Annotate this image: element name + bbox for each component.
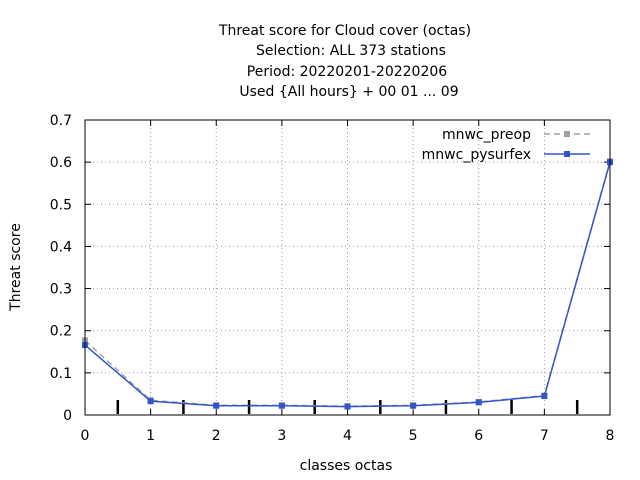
x-tick-label: 4 xyxy=(343,428,352,444)
legend-label-mnwc-pysurfex: mnwc_pysurfex xyxy=(422,147,531,163)
x-tick-label: 5 xyxy=(409,428,418,444)
x-tick-label: 0 xyxy=(81,428,90,444)
data-point-mnwc-pysurfex xyxy=(147,398,154,405)
chart-title-line-3: Period: 20220201-20220206 xyxy=(247,64,447,80)
x-tick-label: 1 xyxy=(146,428,155,444)
x-tick-label: 7 xyxy=(540,428,549,444)
grid-lines xyxy=(85,120,610,415)
data-point-mnwc-pysurfex xyxy=(475,399,482,406)
chart-title-line-2: Selection: ALL 373 stations xyxy=(256,43,446,59)
chart-title-line-1: Threat score for Cloud cover (octas) xyxy=(218,23,471,39)
y-axis-label: Threat score xyxy=(8,223,24,312)
class-boundary-marks xyxy=(116,400,579,414)
y-tick-label: 0.5 xyxy=(50,197,72,213)
y-tick-label: 0.6 xyxy=(50,155,72,171)
legend: mnwc_preop mnwc_pysurfex xyxy=(422,127,590,163)
y-tick-label: 0.1 xyxy=(50,366,72,382)
legend-label-mnwc-preop: mnwc_preop xyxy=(442,127,531,143)
plot-frame xyxy=(84,119,611,416)
x-tick-label: 3 xyxy=(277,428,286,444)
data-point-mnwc-pysurfex xyxy=(278,402,285,409)
x-tick-label: 6 xyxy=(474,428,483,444)
y-tick-label: 0.4 xyxy=(50,239,72,255)
data-point-mnwc-pysurfex xyxy=(344,403,351,410)
legend-marker-mnwc-pysurfex xyxy=(564,151,570,157)
series-line-mnwc-preop xyxy=(84,161,611,407)
data-point-mnwc-pysurfex xyxy=(541,393,548,400)
y-tick-label: 0 xyxy=(63,408,72,424)
series-layer xyxy=(82,158,613,410)
data-point-mnwc-pysurfex xyxy=(213,402,220,409)
x-tick-label: 2 xyxy=(212,428,221,444)
axis-ticks: 0 0.1 0.2 0.3 0.4 0.5 0.6 0.7 0 1 2 3 4 5 6 7 8 xyxy=(50,113,615,444)
chart-title-line-4: Used {All hours} + 00 01 ... 09 xyxy=(239,84,458,100)
data-point-mnwc-pysurfex xyxy=(410,402,417,409)
x-tick-label: 8 xyxy=(606,428,615,444)
y-tick-label: 0.7 xyxy=(50,113,72,129)
legend-marker-mnwc-preop xyxy=(564,131,570,137)
x-axis-label: classes octas xyxy=(300,458,393,474)
y-tick-label: 0.3 xyxy=(50,282,72,298)
y-tick-label: 0.2 xyxy=(50,324,72,340)
